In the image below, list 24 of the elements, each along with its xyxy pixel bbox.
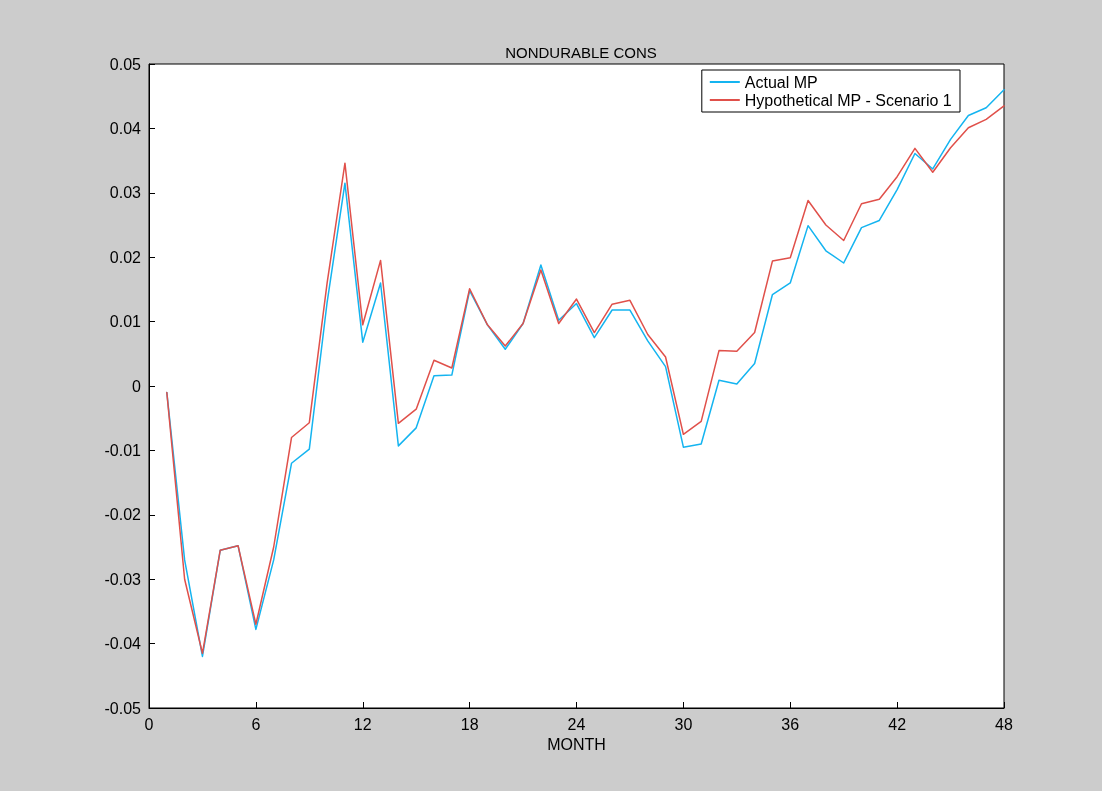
legend-label: Actual MP [744, 73, 818, 91]
y-tick-label: -0.03 [104, 570, 142, 588]
x-tick-label: 42 [888, 715, 907, 733]
x-tick-label: 0 [144, 715, 154, 733]
y-tick-label: 0.05 [109, 55, 142, 73]
y-tick-label: -0.04 [104, 635, 142, 653]
y-tick-label: -0.05 [104, 699, 142, 717]
legend-label: Hypothetical MP - Scenario 1 [744, 91, 952, 109]
x-tick-label: 24 [567, 715, 586, 733]
x-tick-label: 36 [781, 715, 800, 733]
y-tick-label: 0.04 [109, 119, 142, 137]
x-tick-label: 30 [674, 715, 693, 733]
y-tick-label: 0 [132, 377, 142, 395]
chart-title: NONDURABLE CONS [505, 44, 657, 61]
x-tick-label: 48 [995, 715, 1013, 733]
y-tick-label: 0.03 [109, 184, 142, 202]
x-tick-label: 18 [460, 715, 479, 733]
x-tick-label: 6 [251, 715, 261, 733]
y-tick-label: -0.01 [104, 441, 142, 459]
y-tick-label: -0.02 [104, 506, 142, 524]
x-axis-title: MONTH [547, 736, 606, 754]
y-tick-label: 0.02 [109, 248, 142, 266]
x-tick-label: 12 [353, 715, 372, 733]
y-tick-label: 0.01 [109, 313, 142, 331]
